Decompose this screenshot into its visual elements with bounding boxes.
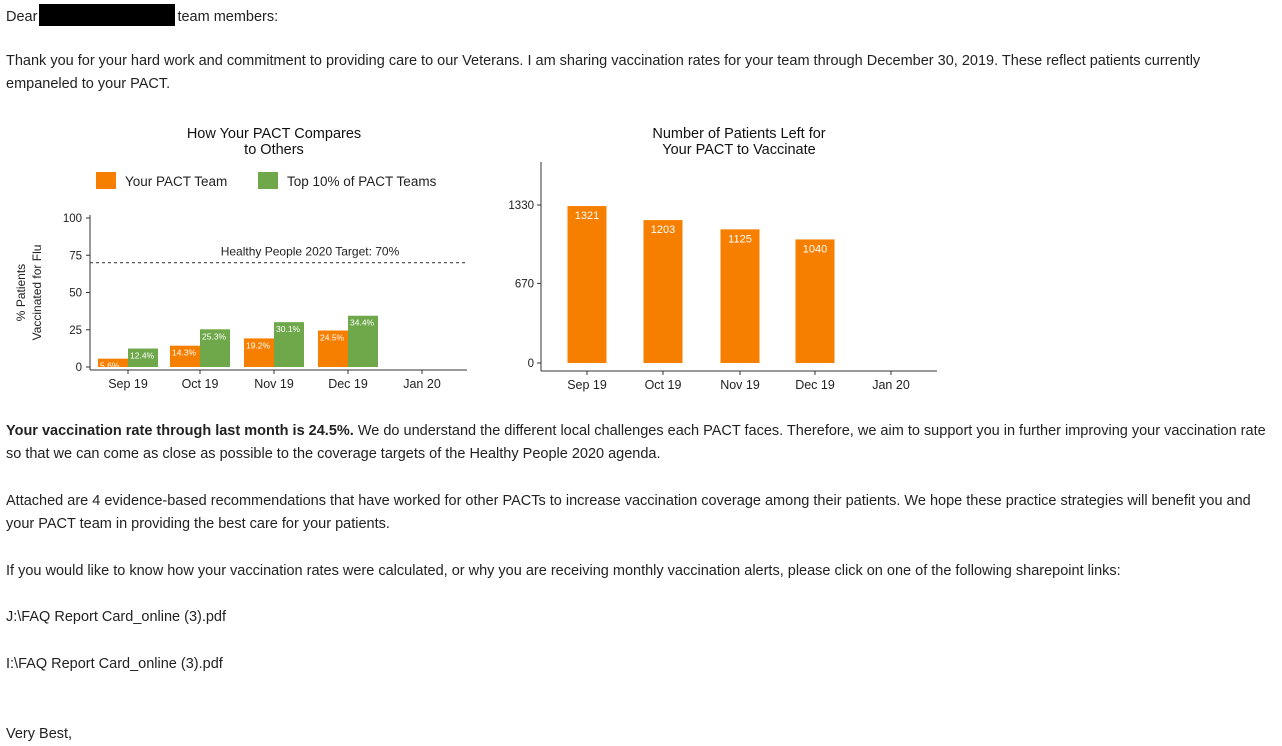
chart2-bar-label: 1203 [651,224,675,236]
chart1-legend-swatch [258,172,278,189]
chart2-bar-label: 1125 [728,233,752,245]
chart2-bar [643,220,683,363]
chart1-bar [244,338,274,367]
chart1-x-tick-label: Nov 19 [254,377,294,391]
chart1-bar [274,322,304,367]
faq-link-j[interactable]: J:\FAQ Report Card_online (3).pdf [6,609,227,625]
chart1-x-tick-label: Oct 19 [182,377,219,391]
chart2-bar-label: 1040 [803,243,827,255]
chart1-bar [348,315,378,367]
chart1-y-tick-label: 75 [69,250,82,262]
chart2-x-tick-label: Jan 20 [872,378,910,392]
chart2-x-tick-label: Nov 19 [720,378,760,392]
chart2-x-tick-label: Oct 19 [645,378,682,392]
chart1-bar-label: 12.4% [130,351,155,361]
salutation: Dear team members: [6,4,1274,29]
rate-bold-text: Your vaccination rate through last month… [6,423,354,439]
chart1-x-tick-label: Dec 19 [328,377,368,391]
chart2-x-tick-label: Sep 19 [567,378,607,392]
chart1-y-tick-label: 50 [69,288,82,300]
chart1-x-tick-label: Sep 19 [108,377,148,391]
chart1-legend-swatch [96,172,116,189]
chart1-bar [98,358,128,367]
chart1-legend-label: Top 10% of PACT Teams [287,174,437,189]
chart2-y-tick-label: 0 [528,358,534,370]
faq-intro-paragraph: If you would like to know how your vacci… [6,563,1121,579]
chart2-y-tick-label: 670 [515,278,534,290]
chart1-y-tick-label: 100 [63,213,82,225]
chart2-bar [795,239,835,363]
faq-link-i[interactable]: I:\FAQ Report Card_online (3).pdf [6,656,223,672]
chart1-y-tick-label: 25 [69,325,82,337]
attached-paragraph: Attached are 4 evidence-based recommenda… [6,493,1251,532]
chart1-y-axis-label: % Patients [14,264,28,321]
chart1-x-tick-label: Jan 20 [403,377,441,391]
chart1-title-line: to Others [244,142,304,158]
intro-paragraph: Thank you for your hard work and commitm… [6,53,1201,92]
salutation-start: Dear [6,9,38,25]
chart1-bar [200,329,230,367]
chart2-bar-label: 1321 [575,210,599,222]
chart2-bar [567,206,607,363]
chart1-bar-label: 30.1% [276,324,301,334]
chart1-bar-label: 5.6% [100,361,120,371]
chart1-bar-label: 34.4% [350,318,375,328]
chart2-x-tick-label: Dec 19 [795,378,835,392]
chart2-title-line: Number of Patients Left for [652,126,825,142]
chart1-bar-label: 14.3% [172,348,197,358]
chart2-bar [720,229,760,363]
chart1-bar [318,330,348,367]
chart1-bar [128,348,158,367]
chart1-legend-label: Your PACT Team [125,174,227,189]
chart1-target-label: Healthy People 2020 Target: 70% [221,245,400,259]
chart1-y-tick-label: 0 [76,362,82,374]
redacted-team-name [39,4,176,26]
chart2-title-line: Your PACT to Vaccinate [662,142,815,158]
chart1-title-line: How Your PACT Compares [187,126,361,142]
chart1-bar-label: 19.2% [246,340,271,350]
chart1-bar [170,345,200,367]
chart1-y-axis-label: Vaccinated for Flu [30,245,44,341]
rate-paragraph: Your vaccination rate through last month… [6,420,1274,466]
chart2-y-tick-label: 1330 [508,200,534,212]
closing: Very Best, [6,726,73,742]
chart1-bar-label: 25.3% [202,331,227,341]
rate-rest-text: We do understand the different local cha… [6,423,1266,462]
salutation-end: team members: [177,9,279,25]
chart1-bar-label: 24.5% [320,332,345,342]
